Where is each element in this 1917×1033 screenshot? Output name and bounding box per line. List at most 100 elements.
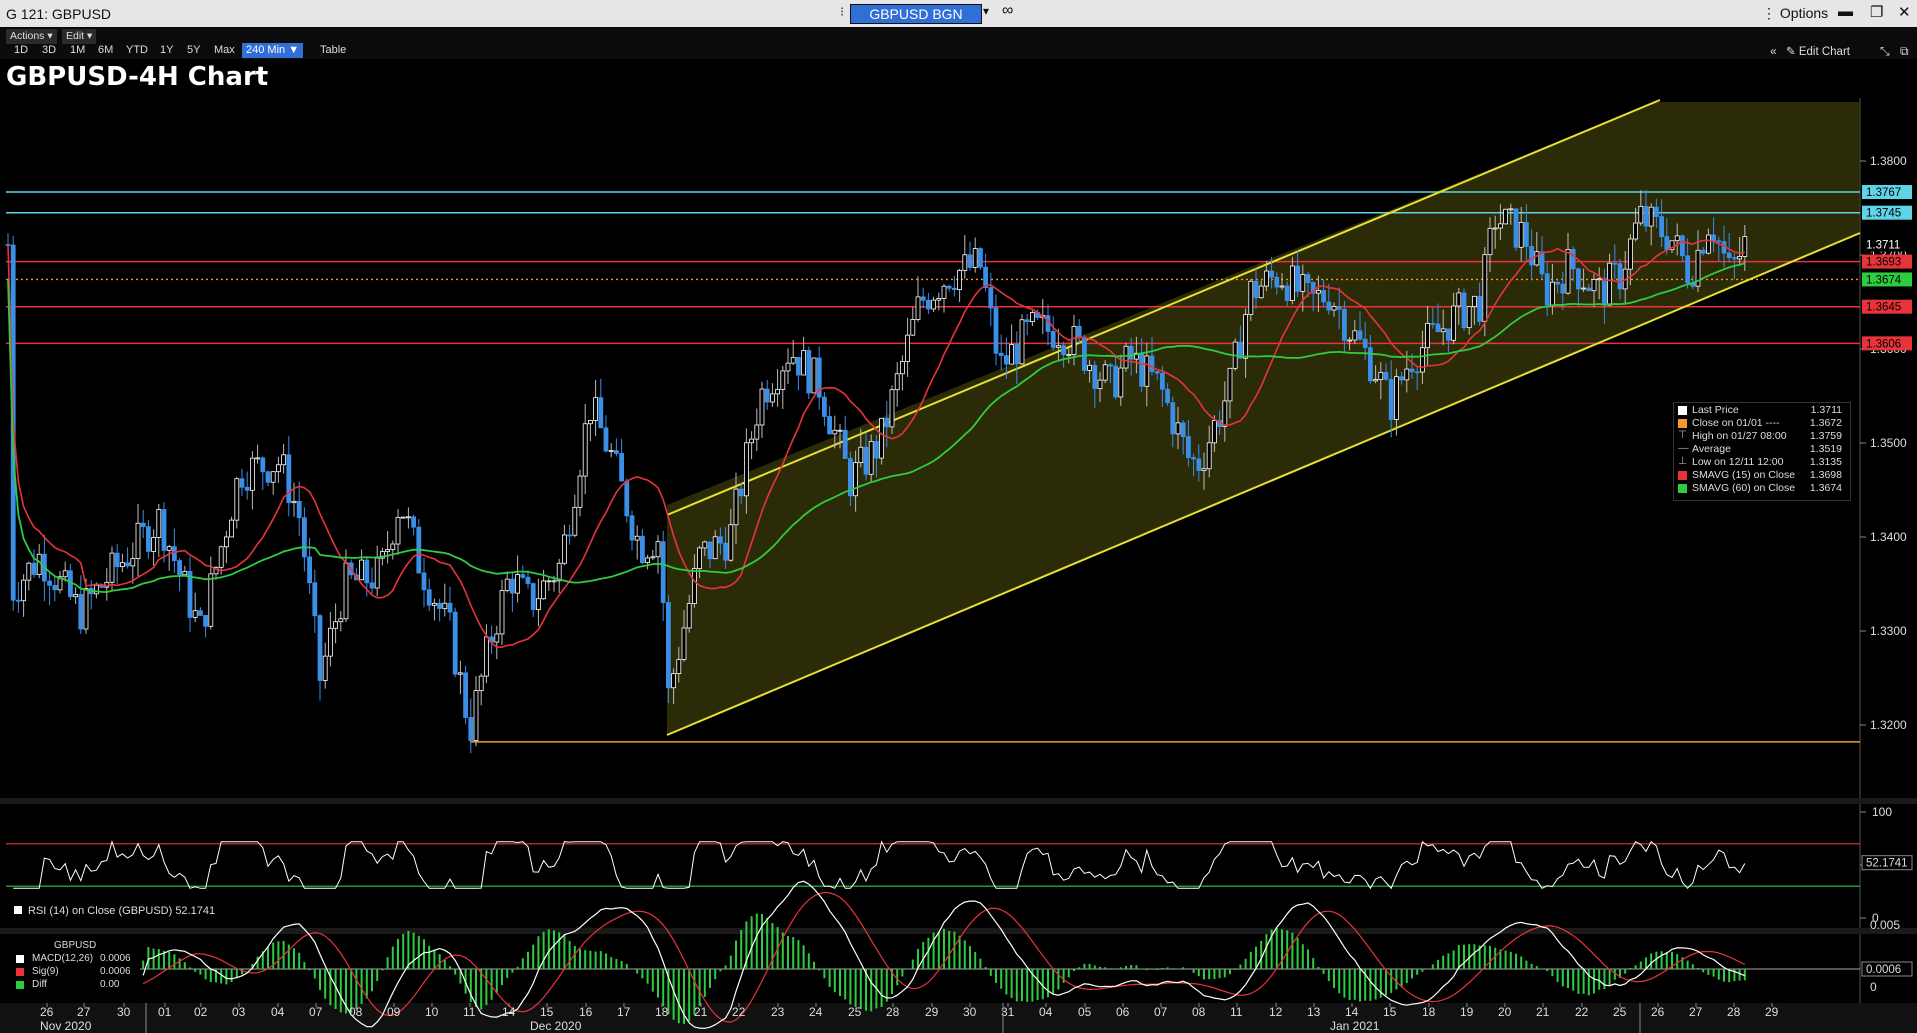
candle-body — [1617, 263, 1623, 290]
x-axis-day-label: 04 — [1039, 1005, 1053, 1019]
link-icon[interactable]: ∞ — [1002, 2, 1014, 19]
candle-body — [530, 583, 536, 611]
range-max[interactable]: Max — [214, 44, 235, 56]
candle-body — [1513, 208, 1519, 248]
candle-body — [1409, 368, 1415, 373]
chevron-down-icon[interactable]: ▾ — [983, 4, 990, 18]
range-1d[interactable]: 1D — [14, 44, 29, 56]
candle-body — [712, 536, 718, 560]
restore-icon[interactable]: ❐ — [1870, 4, 1884, 21]
candle-body — [421, 572, 427, 591]
candle-body — [52, 584, 58, 591]
candle-body — [1071, 325, 1077, 355]
candle-body — [671, 673, 676, 689]
macd-legend-row: Sig(9) 0.0006 — [12, 966, 137, 978]
candle-body — [629, 515, 635, 541]
candle-body — [1279, 285, 1285, 288]
candle-body — [26, 562, 32, 581]
candle-body — [385, 549, 391, 553]
edit-chart-label: Edit Chart — [1798, 46, 1850, 58]
candle-body — [1726, 252, 1732, 259]
candle-body — [1326, 301, 1332, 311]
candle-body — [634, 535, 640, 541]
legend-swatch — [16, 981, 24, 989]
range-5y[interactable]: 5Y — [187, 44, 201, 56]
range-1y[interactable]: 1Y — [160, 44, 174, 56]
x-axis-day-label: 26 — [40, 1005, 54, 1019]
macd-legend-row: Diff 0.00 — [12, 979, 137, 991]
y-axis-label: 1.3500 — [1870, 436, 1907, 450]
candle-body — [582, 423, 588, 477]
candle-body — [1498, 223, 1503, 229]
candle-body — [1061, 345, 1066, 356]
sma60-line — [7, 262, 1746, 594]
candle-body — [1310, 282, 1316, 294]
actions-menu[interactable]: Actions ▾ — [6, 29, 57, 44]
candle-body — [1066, 354, 1072, 356]
minimize-icon[interactable]: ▬ — [1838, 3, 1853, 20]
candle-body — [1685, 255, 1690, 284]
x-axis-day-label: 15 — [540, 1005, 554, 1019]
expand-icon[interactable]: ⧉ — [1900, 44, 1909, 58]
candle-body — [1482, 254, 1488, 322]
x-axis-month-label: Jan 2021 — [1330, 1019, 1380, 1033]
candle-body — [120, 562, 125, 568]
candle-body — [536, 598, 541, 611]
candle-body — [15, 599, 21, 602]
range-1m[interactable]: 1M — [70, 44, 86, 56]
candle-body — [946, 285, 952, 289]
edit-menu[interactable]: Edit ▾ — [62, 29, 97, 44]
candle-body — [1284, 285, 1290, 301]
candle-body — [1648, 206, 1654, 227]
price-label-box — [1862, 336, 1912, 351]
price-label: 1.3745 — [1866, 208, 1901, 220]
pane-separator — [0, 928, 1917, 934]
candle-body — [1149, 355, 1155, 372]
candle-body — [588, 420, 593, 425]
candle-body — [1555, 281, 1560, 285]
range-ytd[interactable]: YTD — [126, 44, 148, 56]
candle-body — [915, 296, 921, 320]
candle-body — [197, 610, 203, 616]
close-icon[interactable]: ✕ — [1898, 4, 1911, 21]
candle-body — [166, 546, 172, 551]
candle-body — [676, 659, 682, 675]
candle-body — [1076, 325, 1082, 338]
candle-body — [1446, 328, 1451, 341]
candle-body — [504, 578, 510, 592]
collapse-icon[interactable]: « — [1770, 44, 1777, 58]
macd-legend-title: GBPUSD — [54, 940, 97, 951]
edit-chart-button[interactable]: ✎ Edit Chart — [1786, 44, 1850, 58]
x-axis-day-label: 08 — [349, 1005, 363, 1019]
candle-body — [426, 589, 432, 606]
candle-body — [1102, 364, 1108, 381]
candle-body — [572, 506, 578, 536]
candle-body — [265, 471, 271, 483]
candle-body — [509, 578, 515, 594]
candle-body — [546, 580, 552, 583]
candle-body — [437, 602, 443, 609]
range-3d[interactable]: 3D — [42, 44, 57, 56]
candle-body — [229, 519, 235, 538]
candle-body — [395, 517, 401, 545]
candle-body — [78, 594, 84, 630]
candle-body — [301, 517, 307, 558]
y-axis-label: 1.3400 — [1870, 530, 1907, 544]
candle-body — [494, 633, 500, 643]
options-button[interactable]: ⋮ Options — [1762, 5, 1829, 21]
candle-body — [728, 524, 734, 561]
candle-body — [593, 397, 598, 421]
candle-body — [338, 618, 344, 623]
candle-body — [1331, 306, 1337, 311]
table-button[interactable]: Table — [320, 44, 347, 56]
range-6m[interactable]: 6M — [98, 44, 114, 56]
candle-body — [832, 429, 838, 435]
settings-icon[interactable]: ⤡ — [1880, 44, 1890, 58]
interval-select[interactable]: 240 Min ▼ — [242, 43, 304, 58]
candle-body — [754, 424, 760, 440]
candle-body — [1544, 273, 1550, 306]
candle-body — [822, 396, 827, 417]
x-axis-day-label: 07 — [1154, 1005, 1168, 1019]
candle-body — [307, 556, 313, 584]
